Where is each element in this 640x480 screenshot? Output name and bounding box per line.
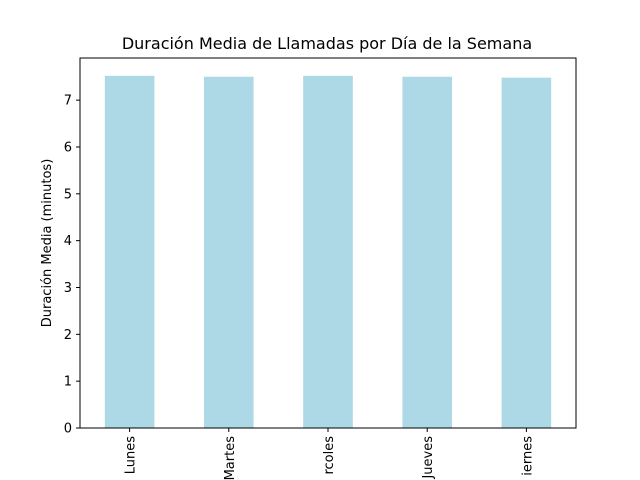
bar-jueves <box>402 76 452 428</box>
bar-martes <box>204 76 254 428</box>
x-tick-label: iernes <box>520 436 535 476</box>
x-axis: Lunes Martes rcoles Jueves iernes <box>124 428 535 480</box>
x-tick-label: Jueves <box>421 436 436 480</box>
y-tick-label: 2 <box>64 328 72 343</box>
x-tick-label: rcoles <box>322 436 337 475</box>
y-tick-label: 7 <box>64 94 72 109</box>
bar-lunes <box>104 75 155 428</box>
x-tick-label: Lunes <box>124 436 139 474</box>
chart-title: Duración Media de Llamadas por Día de la… <box>122 34 532 53</box>
bars-group <box>104 75 552 428</box>
y-tick-label: 6 <box>64 140 72 155</box>
y-tick-label: 5 <box>64 187 72 202</box>
y-tick-label: 4 <box>64 234 72 249</box>
y-tick-label: 1 <box>64 375 72 390</box>
y-axis-label: Duración Media (minutos) <box>40 159 55 328</box>
x-tick-label: Martes <box>223 436 238 480</box>
bar-miercoles <box>303 75 353 428</box>
y-tick-label: 0 <box>64 422 72 437</box>
bar-viernes <box>501 77 552 428</box>
y-axis: 0 1 2 3 4 5 6 7 <box>64 94 80 437</box>
y-tick-label: 3 <box>64 281 72 296</box>
